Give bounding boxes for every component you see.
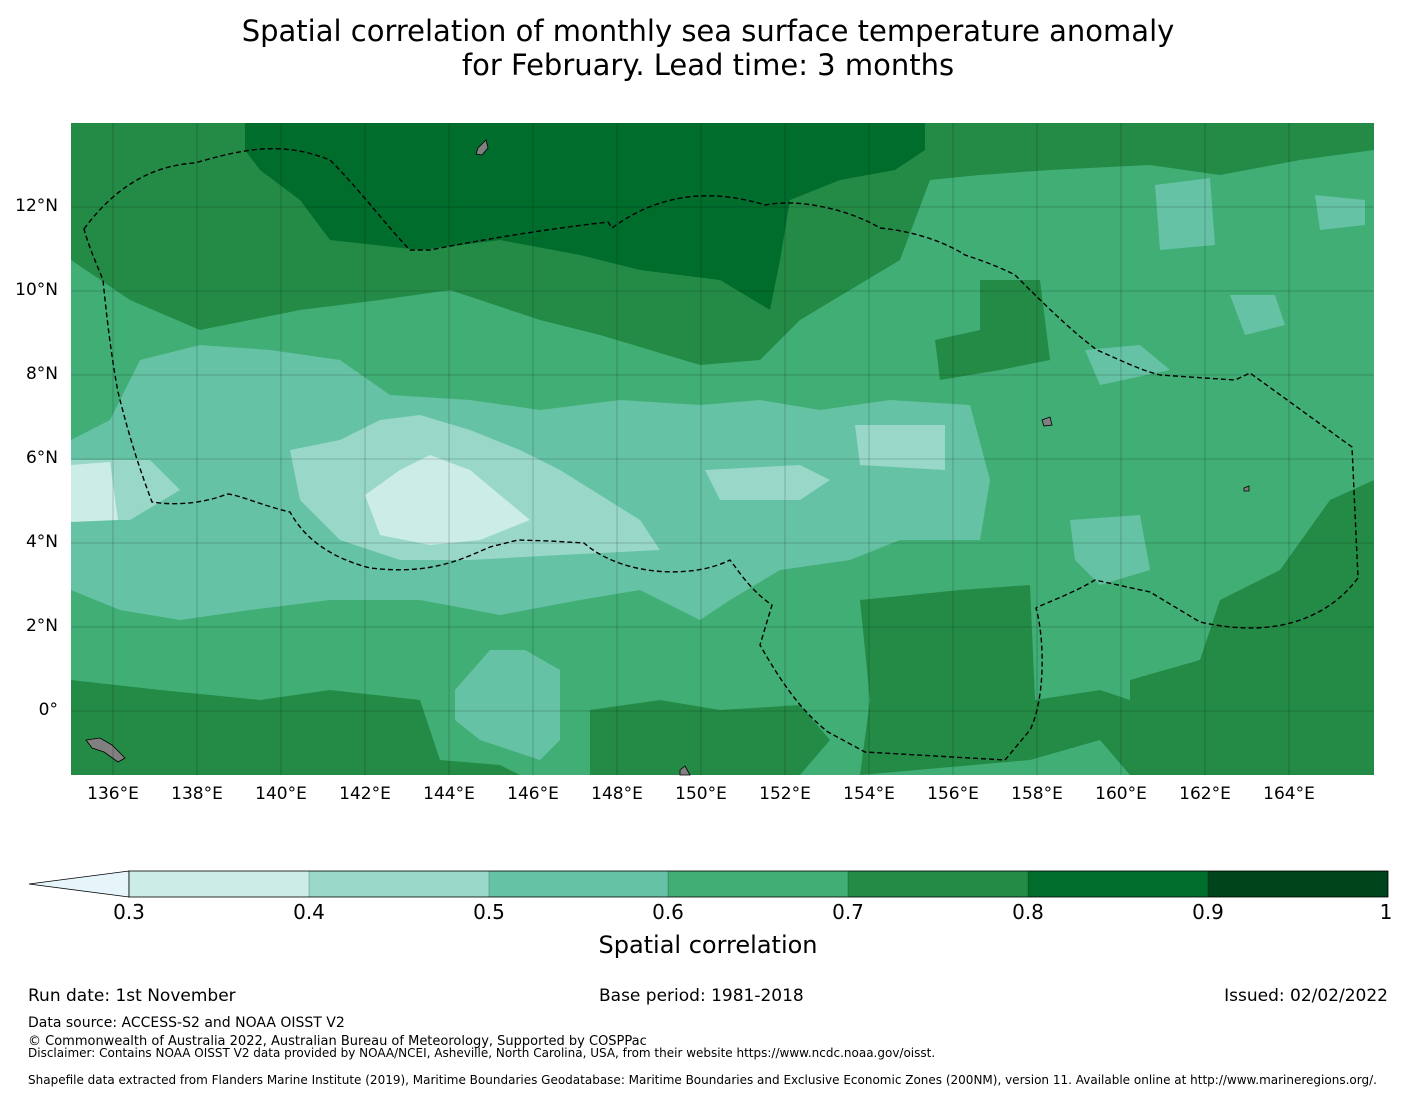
region-east-04 bbox=[705, 465, 830, 500]
eez-boundary bbox=[83, 147, 1359, 761]
colorbar-extend-arrow bbox=[28, 870, 130, 898]
colorbar-bin-6 bbox=[1028, 871, 1208, 897]
lon-label: 164°E bbox=[1263, 784, 1315, 804]
island-south bbox=[679, 765, 691, 776]
region-south-05 bbox=[455, 650, 560, 760]
region-mid-07 bbox=[590, 700, 830, 775]
region-central-03 bbox=[365, 455, 530, 545]
lon-label: 144°E bbox=[423, 784, 475, 804]
title-line-2: for February. Lead time: 3 months bbox=[461, 48, 955, 82]
lon-label: 154°E bbox=[843, 784, 895, 804]
lat-label: 0° bbox=[38, 700, 58, 720]
colorbar-tick: 0.4 bbox=[293, 900, 325, 924]
lon-label: 140°E bbox=[255, 784, 307, 804]
island-guam bbox=[475, 139, 489, 156]
island-kosrae bbox=[1243, 485, 1250, 492]
region-northeast-05 bbox=[1155, 178, 1215, 250]
island-chuuk bbox=[1041, 416, 1053, 427]
region-east3-05 bbox=[1230, 295, 1285, 335]
colorbar-bin-4 bbox=[668, 871, 848, 897]
lat-label: 10°N bbox=[15, 280, 58, 300]
lon-label: 138°E bbox=[171, 784, 223, 804]
colorbar-tick: 0.3 bbox=[113, 900, 145, 924]
title-line-1: Spatial correlation of monthly sea surfa… bbox=[241, 14, 1175, 48]
colorbar-tick: 0.9 bbox=[1192, 900, 1224, 924]
lon-label: 146°E bbox=[507, 784, 559, 804]
colorbar-dividers bbox=[308, 871, 1209, 897]
region-east2-04 bbox=[855, 425, 945, 470]
colorbar-tick: 0.8 bbox=[1012, 900, 1044, 924]
colorbar-outline bbox=[128, 870, 1389, 898]
lon-label: 156°E bbox=[927, 784, 979, 804]
colorbar-tick: 0.6 bbox=[652, 900, 684, 924]
colorbar-bin-5 bbox=[848, 871, 1028, 897]
correlation-regions bbox=[71, 123, 1374, 775]
land-masses bbox=[85, 139, 1250, 776]
lon-label: 158°E bbox=[1011, 784, 1063, 804]
lat-label: 8°N bbox=[25, 364, 58, 384]
region-east-05 bbox=[1070, 515, 1150, 585]
chart-title: Spatial correlation of monthly sea surfa… bbox=[0, 14, 1416, 82]
lat-label: 2°N bbox=[25, 616, 58, 636]
colorbar-tick: 1 bbox=[1379, 900, 1393, 924]
lat-label: 6°N bbox=[25, 448, 58, 468]
region-southeast-07 bbox=[860, 480, 1374, 775]
gridlines bbox=[71, 123, 1374, 775]
lon-label: 148°E bbox=[591, 784, 643, 804]
issued-date: Issued: 02/02/2022 bbox=[1224, 986, 1388, 1006]
colorbar-bin-2 bbox=[309, 871, 489, 897]
base-period: Base period: 1981-2018 bbox=[599, 986, 804, 1006]
region-west-03 bbox=[71, 462, 118, 522]
region-east4-05 bbox=[1085, 345, 1170, 385]
lon-label: 162°E bbox=[1179, 784, 1231, 804]
colorbar-bin-3 bbox=[489, 871, 668, 897]
colorbar-tick: 0.5 bbox=[473, 900, 505, 924]
region-south-07 bbox=[71, 680, 520, 775]
lon-label: 136°E bbox=[87, 784, 139, 804]
island-new-guinea-coast bbox=[85, 737, 126, 763]
colorbar bbox=[28, 870, 1389, 898]
lon-label: 152°E bbox=[759, 784, 811, 804]
region-northeast2-05 bbox=[1315, 195, 1365, 230]
colorbar-title: Spatial correlation bbox=[598, 931, 818, 959]
run-date: Run date: 1st November bbox=[28, 986, 236, 1006]
region-north-08 bbox=[245, 123, 925, 310]
region-east-07 bbox=[935, 280, 1050, 380]
colorbar-bin-7 bbox=[1208, 871, 1388, 897]
lon-label: 160°E bbox=[1095, 784, 1147, 804]
disclaimer: Disclaimer: Contains NOAA OISST V2 data … bbox=[28, 1046, 936, 1060]
lat-label: 4°N bbox=[25, 532, 58, 552]
colorbar-tick: 0.7 bbox=[832, 900, 864, 924]
copyright: © Commonwealth of Australia 2022, Austra… bbox=[28, 1034, 647, 1049]
data-source: Data source: ACCESS-S2 and NOAA OISST V2 bbox=[28, 1015, 345, 1031]
shapefile-credit: Shapefile data extracted from Flanders M… bbox=[28, 1073, 1377, 1087]
colorbar-bin-1 bbox=[129, 871, 309, 897]
lat-label: 12°N bbox=[15, 196, 58, 216]
correlation-map bbox=[71, 123, 1374, 776]
lon-label: 150°E bbox=[675, 784, 727, 804]
lon-label: 142°E bbox=[339, 784, 391, 804]
